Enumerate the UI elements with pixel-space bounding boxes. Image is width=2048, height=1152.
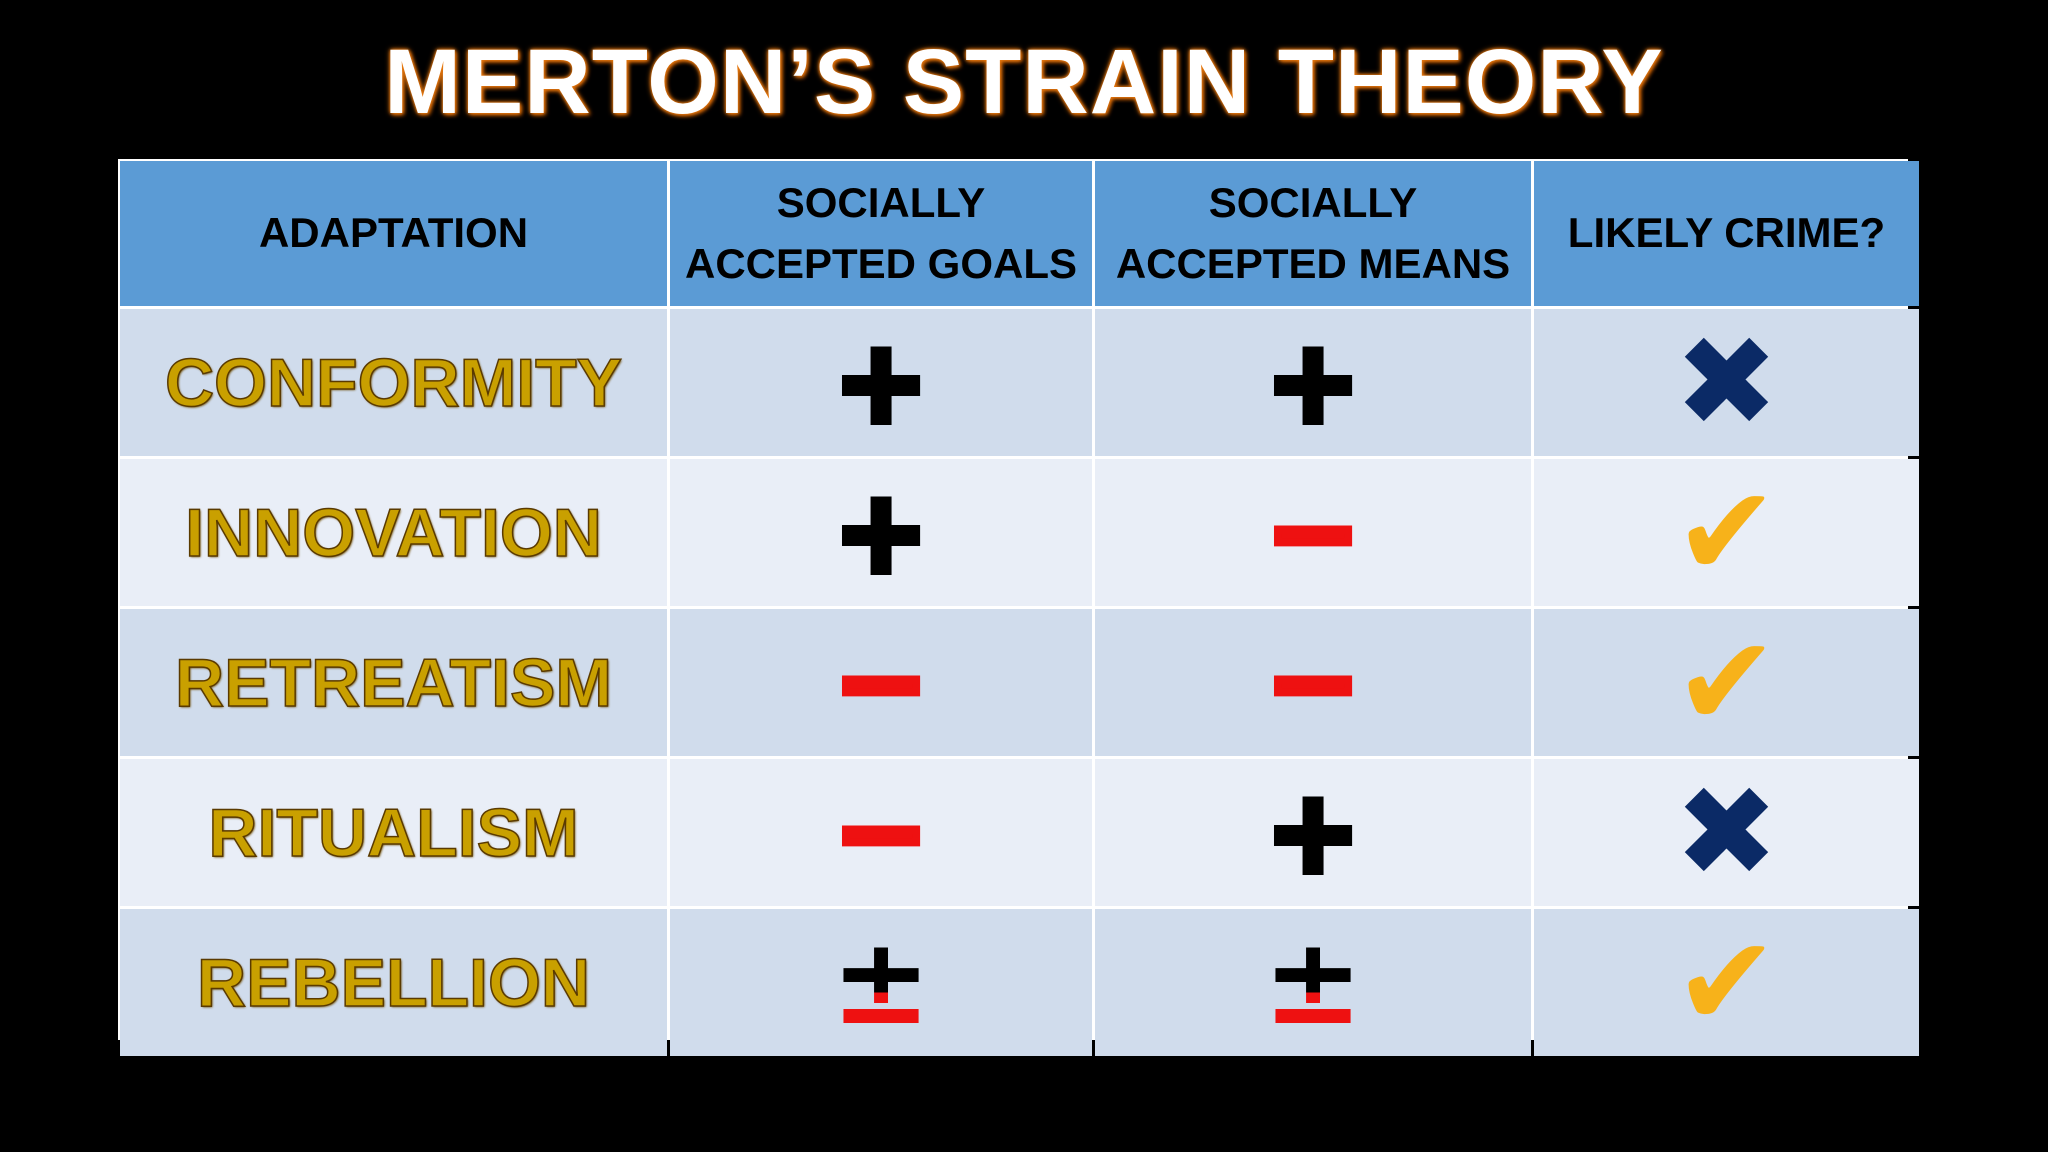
cell: − xyxy=(1095,459,1531,606)
cell: + xyxy=(1095,759,1531,906)
sign: + xyxy=(1262,317,1364,448)
cell: ± xyxy=(1095,909,1531,1056)
cell: + xyxy=(1095,309,1531,456)
cell: ✖ xyxy=(1534,309,1919,456)
crime-mark: ✔ xyxy=(1674,460,1779,605)
row-label: RETREATISM xyxy=(120,609,667,756)
cell: − xyxy=(670,759,1092,906)
cell: + xyxy=(670,309,1092,456)
cell: ✔ xyxy=(1534,609,1919,756)
sign: + xyxy=(830,467,932,598)
sign: ± xyxy=(1262,912,1364,1052)
sign: − xyxy=(830,617,932,748)
cell: − xyxy=(670,609,1092,756)
sign: ± xyxy=(830,912,932,1052)
crime-mark: ✔ xyxy=(1674,910,1779,1055)
cell: ✖ xyxy=(1534,759,1919,906)
cell: + xyxy=(670,459,1092,606)
header-cell: LIKELY CRIME? xyxy=(1534,161,1919,306)
sign: − xyxy=(830,767,932,898)
row-label: CONFORMITY xyxy=(120,309,667,456)
cell: ± xyxy=(670,909,1092,1056)
row-label: REBELLION xyxy=(120,909,667,1056)
sign: + xyxy=(830,317,932,448)
crime-mark: ✖ xyxy=(1674,760,1779,905)
header-cell: ADAPTATION xyxy=(120,161,667,306)
crime-mark: ✖ xyxy=(1674,310,1779,455)
cell: − xyxy=(1095,609,1531,756)
row-label: RITUALISM xyxy=(120,759,667,906)
crime-mark: ✔ xyxy=(1674,610,1779,755)
sign: + xyxy=(1262,767,1364,898)
cell: ✔ xyxy=(1534,909,1919,1056)
row-label: INNOVATION xyxy=(120,459,667,606)
strain-table: ADAPTATION SOCIALLY ACCEPTED GOALS SOCIALL… xyxy=(118,159,1919,1056)
header-cell: SOCIALLY ACCEPTED MEANS xyxy=(1095,161,1531,306)
sign: − xyxy=(1262,617,1364,748)
header-cell: SOCIALLY ACCEPTED GOALS xyxy=(670,161,1092,306)
sign: − xyxy=(1262,467,1364,598)
slide-title: MERTON’S STRAIN THEORY xyxy=(384,31,1664,133)
cell: ✔ xyxy=(1534,459,1919,606)
